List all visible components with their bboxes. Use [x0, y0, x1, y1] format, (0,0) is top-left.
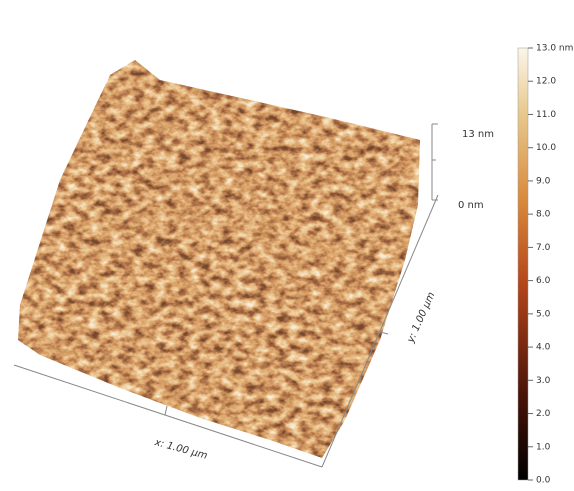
colorbar-tick-label: 4.0 — [536, 343, 551, 353]
colorbar-tick-label: 11.0 — [536, 110, 556, 120]
colorbar — [518, 48, 528, 480]
colorbar-tick-label: 7.0 — [536, 243, 551, 253]
colorbar-tick-label: 5.0 — [536, 309, 551, 319]
z-top-label: 13 nm — [462, 129, 494, 140]
colorbar-tick-label: 8.0 — [536, 210, 551, 220]
colorbar-tick-label: 1.0 — [536, 442, 551, 452]
colorbar-tick-label: 3.0 — [536, 376, 551, 386]
colorbar-tick-label: 13.0 nm — [536, 44, 573, 54]
colorbar-tick-label: 12.0 — [536, 77, 556, 87]
y-axis-label: y: 1.00 µm — [405, 290, 438, 345]
colorbar-tick-label: 6.0 — [536, 276, 551, 286]
colorbar-tick-label: 10.0 — [536, 143, 556, 153]
colorbar-tick-label: 9.0 — [536, 176, 551, 186]
colorbar-tick-label: 0.0 — [536, 476, 551, 486]
afm-image: 13 nm 0 nm x: 1.00 µm y: 1.00 µm 13.0 nm… — [0, 0, 574, 487]
surface — [0, 40, 440, 470]
x-axis-label: x: 1.00 µm — [152, 437, 208, 462]
z-bottom-label: 0 nm — [458, 200, 484, 211]
colorbar-tick-label: 2.0 — [536, 409, 551, 419]
